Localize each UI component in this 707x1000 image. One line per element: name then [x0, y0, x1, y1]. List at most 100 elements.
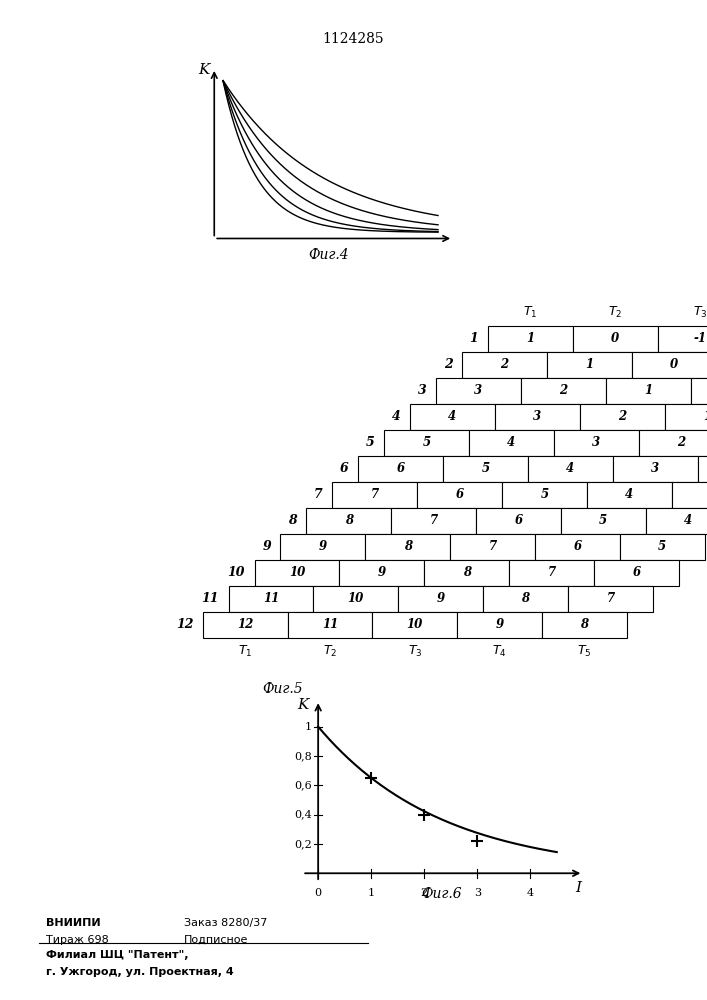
Text: 3: 3 — [651, 462, 659, 475]
Bar — [631, 352, 707, 377]
Bar — [672, 482, 707, 508]
Text: г. Ужгород, ул. Проектная, 4: г. Ужгород, ул. Проектная, 4 — [46, 967, 234, 977]
Bar — [410, 403, 495, 430]
Text: 2: 2 — [444, 358, 452, 371]
Bar — [281, 534, 366, 560]
Text: 0,4: 0,4 — [294, 810, 312, 820]
Bar — [521, 377, 606, 403]
Bar — [255, 560, 339, 585]
Text: 7: 7 — [607, 592, 614, 605]
Text: 9: 9 — [262, 540, 271, 553]
Bar — [384, 430, 469, 456]
Text: 6: 6 — [573, 540, 581, 553]
Text: 6: 6 — [515, 514, 522, 527]
Text: 10: 10 — [348, 592, 364, 605]
Text: 1: 1 — [305, 722, 312, 732]
Text: I: I — [575, 881, 581, 895]
Bar — [620, 534, 705, 560]
Bar — [391, 508, 476, 534]
Bar — [698, 456, 707, 482]
Text: 5: 5 — [423, 436, 431, 449]
Bar — [573, 326, 658, 352]
Bar — [469, 430, 554, 456]
Bar — [366, 534, 450, 560]
Text: 10: 10 — [289, 566, 305, 579]
Text: 8: 8 — [404, 540, 411, 553]
Bar — [509, 560, 594, 585]
Bar — [358, 456, 443, 482]
Text: 8: 8 — [580, 618, 588, 631]
Text: Заказ 8280/37: Заказ 8280/37 — [184, 918, 267, 928]
Bar — [691, 377, 707, 403]
Text: 4: 4 — [392, 410, 401, 423]
Text: 12: 12 — [237, 618, 253, 631]
Bar — [488, 326, 573, 352]
Bar — [306, 508, 391, 534]
Text: 2: 2 — [421, 888, 428, 898]
Text: $T_2$: $T_2$ — [608, 305, 622, 320]
Text: K: K — [298, 698, 309, 712]
Text: 0: 0 — [670, 358, 678, 371]
Text: Тираж 698: Тираж 698 — [46, 935, 109, 945]
Bar — [288, 611, 373, 638]
Bar — [443, 456, 528, 482]
Text: 3: 3 — [533, 410, 542, 423]
Text: 1: 1 — [526, 332, 534, 345]
Text: $T_3$: $T_3$ — [407, 644, 422, 659]
Text: $T_2$: $T_2$ — [323, 644, 337, 659]
Text: Фиг.5: Фиг.5 — [262, 682, 303, 696]
Text: 0,6: 0,6 — [294, 780, 312, 790]
Bar — [587, 482, 672, 508]
Text: 9: 9 — [496, 618, 503, 631]
Text: 6: 6 — [455, 488, 464, 501]
Text: 1: 1 — [368, 888, 375, 898]
Text: 4: 4 — [684, 514, 692, 527]
Text: 9: 9 — [437, 592, 445, 605]
Bar — [436, 377, 521, 403]
Text: 7: 7 — [489, 540, 496, 553]
Text: 1124285: 1124285 — [322, 32, 385, 46]
Text: 1: 1 — [703, 410, 707, 423]
Text: 5: 5 — [481, 462, 489, 475]
Text: 4: 4 — [508, 436, 515, 449]
Text: 5: 5 — [540, 488, 549, 501]
Bar — [561, 508, 645, 534]
Text: $T_1$: $T_1$ — [523, 305, 537, 320]
Text: 4: 4 — [527, 888, 534, 898]
Text: 8: 8 — [288, 514, 297, 527]
Text: 0,2: 0,2 — [294, 839, 312, 849]
Text: 9: 9 — [378, 566, 386, 579]
Text: 0: 0 — [315, 888, 322, 898]
Text: 1: 1 — [644, 384, 652, 397]
Text: 3: 3 — [474, 384, 482, 397]
Bar — [613, 456, 698, 482]
Bar — [373, 611, 457, 638]
Bar — [476, 508, 561, 534]
Bar — [638, 430, 707, 456]
Bar — [594, 560, 679, 585]
Text: 5: 5 — [366, 436, 375, 449]
Text: 7: 7 — [314, 488, 323, 501]
Bar — [502, 482, 587, 508]
Text: 12: 12 — [176, 618, 193, 631]
Bar — [658, 326, 707, 352]
Bar — [645, 508, 707, 534]
Bar — [313, 585, 398, 611]
Bar — [228, 585, 313, 611]
Text: -1: -1 — [694, 332, 706, 345]
Text: 2: 2 — [559, 384, 567, 397]
Bar — [542, 611, 627, 638]
Bar — [457, 611, 542, 638]
Text: $T_5$: $T_5$ — [577, 644, 592, 659]
Text: 7: 7 — [547, 566, 556, 579]
Text: 8: 8 — [522, 592, 530, 605]
Bar — [483, 585, 568, 611]
Text: $T_1$: $T_1$ — [238, 644, 252, 659]
Bar — [547, 352, 631, 377]
Text: 10: 10 — [407, 618, 423, 631]
Bar — [568, 585, 653, 611]
Text: 10: 10 — [228, 566, 245, 579]
Text: 3: 3 — [592, 436, 600, 449]
Text: K: K — [198, 63, 209, 77]
Text: 2: 2 — [618, 410, 626, 423]
